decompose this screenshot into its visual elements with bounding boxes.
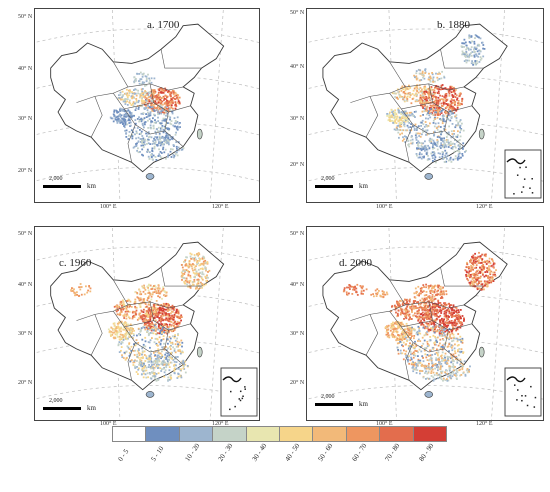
legend-label: 20 - 30 [216, 441, 235, 463]
legend-label: 10 - 20 [183, 441, 202, 463]
taiwan-island [196, 128, 203, 140]
lat-label: 30° N [290, 331, 305, 337]
map-b [307, 9, 543, 202]
lon-label: 120° E [212, 204, 229, 210]
taiwan-island [196, 346, 203, 358]
legend-swatch [279, 426, 314, 442]
province-boundaries [350, 49, 484, 163]
density-raster [109, 71, 185, 161]
graticule [307, 9, 543, 202]
graticule [307, 227, 543, 420]
lon-label: 100° E [100, 421, 117, 427]
hainan-island [424, 173, 434, 180]
lat-label: 30° N [18, 116, 33, 122]
map-a [35, 9, 259, 202]
lat-label: 40° N [18, 66, 33, 72]
lat-label: 30° N [18, 331, 33, 337]
legend: 0 - 5 5 - 10 10 - 20 20 - 30 30 - 40 40 - 50 5… [112, 426, 447, 463]
panel-title-b: b. 1880 [437, 19, 470, 31]
province-boundaries [350, 267, 484, 381]
legend-swatch [345, 426, 381, 442]
south-china-sea-inset [504, 149, 542, 199]
lat-label: 20° N [290, 380, 305, 386]
map-panel-c: c. 1960 2,000 km [34, 226, 260, 421]
lat-label: 50° N [290, 231, 305, 237]
legend-swatch [145, 426, 180, 442]
south-china-sea-inset [220, 367, 258, 417]
legend-swatch [379, 426, 414, 442]
legend-label: 5 - 10 [149, 444, 166, 463]
south-china-sea-inset [504, 367, 542, 417]
lat-label: 40° N [18, 282, 33, 288]
taiwan-island [478, 128, 485, 140]
legend-swatch [178, 426, 214, 442]
lat-label: 50° N [290, 10, 305, 16]
panel-title-a: a. 1700 [147, 19, 180, 31]
legend-swatch [245, 426, 280, 442]
lat-label: 50° N [18, 14, 33, 20]
panel-title-c: c. 1960 [59, 257, 92, 269]
province-boundaries [76, 49, 202, 163]
map-panel-d: d. 2000 2,000 km [306, 226, 544, 421]
legend-label: 30 - 40 [250, 441, 268, 463]
density-raster [70, 252, 211, 382]
hainan-island [145, 391, 155, 398]
legend-swatch [312, 426, 347, 442]
legend-label: 40 - 50 [283, 441, 302, 463]
taiwan-island [478, 346, 485, 358]
lon-label: 100° E [376, 421, 393, 427]
lat-label: 50° N [18, 231, 33, 237]
legend-label: 70 - 80 [383, 441, 402, 463]
lon-label: 100° E [376, 204, 393, 210]
lon-label: 120° E [476, 421, 493, 427]
lon-label: 120° E [476, 204, 493, 210]
lon-label: 100° E [100, 204, 117, 210]
lon-label: 120° E [212, 421, 229, 427]
lat-label: 20° N [18, 168, 33, 174]
legend-label: 50 - 60 [316, 441, 335, 463]
legend-label: 80 - 90 [417, 441, 435, 463]
lat-label: 40° N [290, 64, 305, 70]
province-boundaries [76, 267, 202, 381]
lat-label: 40° N [290, 282, 305, 288]
map-d [307, 227, 543, 420]
legend-label: 0 - 5 [116, 447, 131, 463]
lat-label: 30° N [290, 116, 305, 122]
legend-swatch [112, 426, 147, 442]
legend-label: 60 - 70 [350, 441, 369, 463]
lat-label: 20° N [290, 162, 305, 168]
map-c [35, 227, 259, 420]
legend-swatch [412, 426, 447, 442]
legend-swatch [212, 426, 247, 442]
panel-title-d: d. 2000 [339, 257, 372, 269]
hainan-island [145, 173, 155, 180]
china-outline [322, 23, 508, 173]
map-panel-b: b. 1880 2,000 km [306, 8, 544, 203]
map-panel-a: a. 1700 2,000 km [34, 8, 260, 203]
lat-label: 20° N [18, 380, 33, 386]
china-outline [50, 23, 225, 173]
hainan-island [424, 391, 434, 398]
